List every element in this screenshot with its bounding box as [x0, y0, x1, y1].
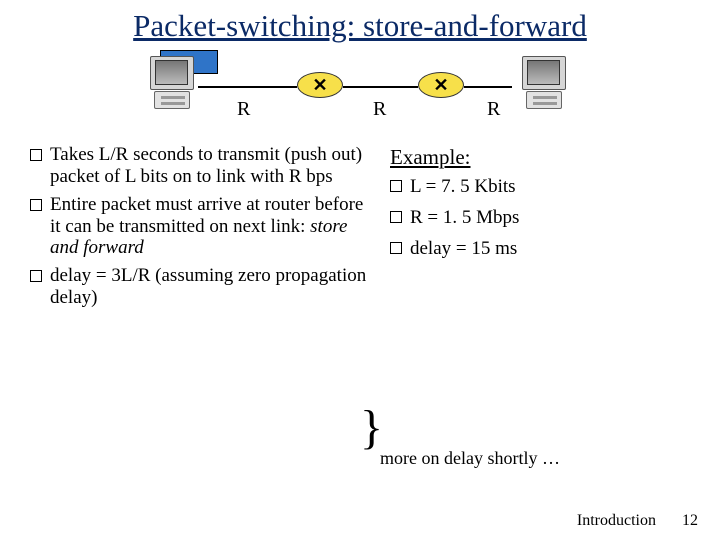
bullet-text: Takes L/R seconds to transmit (push out)… [50, 144, 370, 188]
bullet-icon [30, 149, 42, 161]
router-1-icon: ✕ [297, 72, 343, 98]
footer-section: Introduction [577, 512, 656, 529]
bullet-icon [390, 242, 402, 254]
more-text: more on delay shortly … [380, 448, 560, 469]
bullet-icon [30, 270, 42, 282]
right-column: Example: L = 7. 5 Kbits R = 1. 5 Mbps de… [390, 144, 690, 315]
link-label-2: R [373, 98, 386, 121]
left-column: Takes L/R seconds to transmit (push out)… [30, 144, 370, 315]
computer-right-icon [522, 56, 570, 110]
bullet-icon [390, 211, 402, 223]
list-item: delay = 3L/R (assuming zero propagation … [30, 265, 370, 309]
network-diagram: L ✕ ✕ R R R [150, 56, 570, 136]
bullet-icon [30, 199, 42, 211]
list-item: Takes L/R seconds to transmit (push out)… [30, 144, 370, 188]
example-heading: Example: [390, 144, 690, 171]
list-item: Entire packet must arrive at router befo… [30, 194, 370, 260]
bullet-text: Entire packet must arrive at router befo… [50, 194, 370, 260]
example-item: R = 1. 5 Mbps [410, 206, 690, 231]
link-label-1: R [237, 98, 250, 121]
link-2 [343, 86, 418, 88]
computer-left-icon [150, 56, 198, 110]
bullet-text: delay = 3L/R (assuming zero propagation … [50, 265, 370, 309]
list-item: delay = 15 ms [390, 237, 690, 262]
example-item: delay = 15 ms [410, 237, 690, 262]
link-label-3: R [487, 98, 500, 121]
router-2-icon: ✕ [418, 72, 464, 98]
bullet-icon [390, 180, 402, 192]
list-item: R = 1. 5 Mbps [390, 206, 690, 231]
slide-title: Packet-switching: store-and-forward [30, 8, 690, 44]
slide-footer: Introduction 12 [577, 512, 698, 530]
example-item: L = 7. 5 Kbits [410, 175, 690, 200]
list-item: L = 7. 5 Kbits [390, 175, 690, 200]
footer-page-number: 12 [682, 512, 698, 529]
link-3 [464, 86, 512, 88]
link-1 [198, 86, 297, 88]
